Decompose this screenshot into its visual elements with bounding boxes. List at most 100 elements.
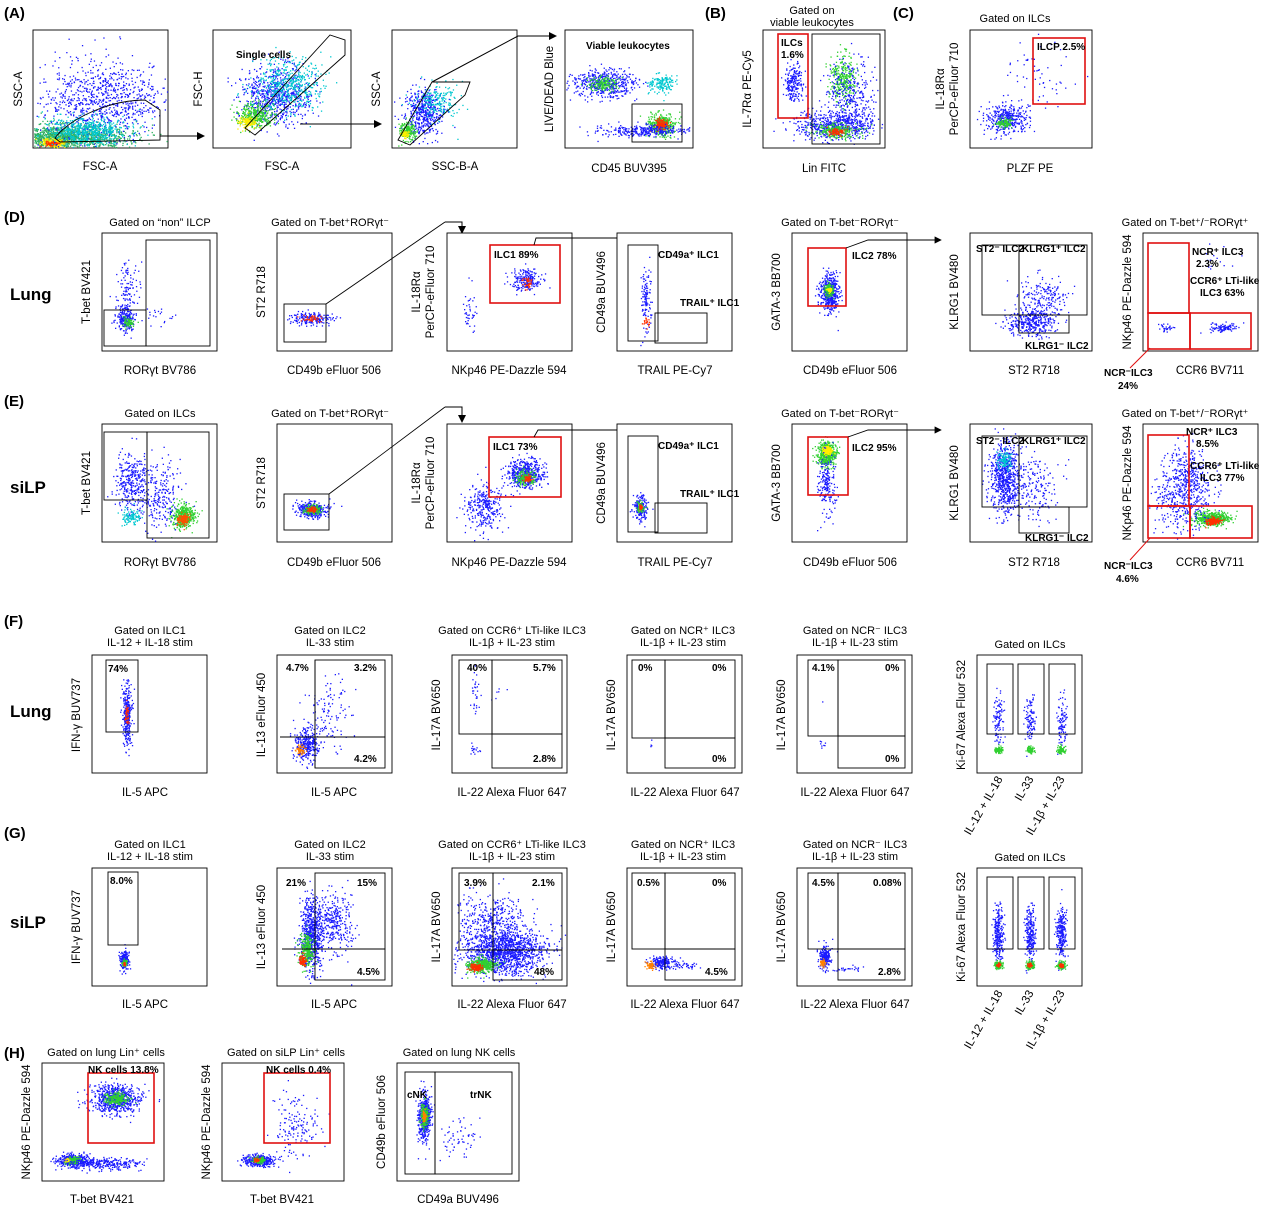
plot-a3: SSC-B-A SSC-A <box>371 30 517 173</box>
g1-ylabel: IFN-γ BUV737 <box>71 890 83 964</box>
plot-b-gate-label2: 1.6% <box>781 50 804 61</box>
e6-ylabel: KLRG1 BV480 <box>949 445 961 520</box>
f5-quad-ul: 4.1% <box>812 663 835 674</box>
g3-ylabel: IL-17A BV650 <box>431 892 443 963</box>
f5-quad-ur: 0% <box>885 663 900 674</box>
e2-xlabel: CD49b eFluor 506 <box>287 557 381 569</box>
plot-a4: Viable leukocytes CD45 BUV395 LIVE/DEAD … <box>544 30 693 175</box>
f1-xlabel: IL-5 APC <box>122 787 168 799</box>
e2-ylabel: ST2 R718 <box>256 457 268 509</box>
f6-cat-1: IL-33 <box>1013 775 1037 804</box>
g4-xlabel: IL-22 Alexa Fluor 647 <box>630 999 739 1011</box>
e3-ylabel2: PerCP-eFluor 710 <box>425 437 437 530</box>
f4-ylabel: IL-17A BV650 <box>606 680 618 751</box>
h2-title: Gated on siLP Lin⁺ cells <box>227 1047 346 1059</box>
f3-quad-ur: 5.7% <box>533 663 556 674</box>
plot-a3-ylabel: SSC-A <box>371 71 383 106</box>
f5-quad-lr: 0% <box>885 754 900 765</box>
f4-quad-ur: 0% <box>712 663 727 674</box>
g3-xlabel: IL-22 Alexa Fluor 647 <box>457 999 566 1011</box>
g4-ylabel: IL-17A BV650 <box>606 892 618 963</box>
d6-gate-c: KLRG1⁻ ILC2 <box>1025 341 1089 352</box>
e5-title: Gated on T-bet⁻RORγt⁻ <box>781 408 899 420</box>
h3-ylabel: CD49b eFluor 506 <box>376 1075 388 1169</box>
e4-gate-a: CD49a⁺ ILC1 <box>658 441 719 452</box>
d7-gate-a1: NCR⁺ ILC3 <box>1192 247 1244 258</box>
e3-ylabel1: IL-18Rα <box>411 462 423 504</box>
d7-gate-c2: 24% <box>1118 381 1138 392</box>
row-h: Gated on lung Lin⁺ cells NK cells 13.8% … <box>21 1047 519 1206</box>
plot-b-ylabel: IL-7Rα PE-Cy5 <box>742 50 754 128</box>
e6-gate-a: ST2⁻ ILC2 <box>976 436 1025 447</box>
e5-ylabel: GATA-3 BB700 <box>771 444 783 522</box>
plot-a1-ylabel: SSC-A <box>13 71 25 106</box>
d1-title: Gated on “non” ILCP <box>109 217 211 229</box>
e1-ylabel: T-bet BV421 <box>81 451 93 515</box>
e6-xlabel: ST2 R718 <box>1008 557 1060 569</box>
d6-xlabel: ST2 R718 <box>1008 365 1060 377</box>
panel-letter-d: (D) <box>4 209 25 226</box>
f3-ylabel: IL-17A BV650 <box>431 680 443 751</box>
panel-letter-f: (F) <box>4 613 23 630</box>
plot-a2-ylabel: FSC-H <box>193 71 205 106</box>
d5-ylabel: GATA-3 BB700 <box>771 253 783 331</box>
e7-ylabel: NKp46 PE-Dazzle 594 <box>1122 425 1134 541</box>
g2-ylabel: IL-13 eFluor 450 <box>256 885 268 969</box>
plot-c-xlabel: PLZF PE <box>1007 163 1054 175</box>
g5-quad-ul: 4.5% <box>812 878 835 889</box>
f2-quad-ul: 4.7% <box>286 663 309 674</box>
g1-title-b: IL-12 + IL-18 stim <box>107 851 193 863</box>
g6-cat-0: IL-12 + IL-18 <box>962 989 1005 1052</box>
d5-gate-label: ILC2 78% <box>852 251 897 262</box>
plot-b-title1: Gated on <box>789 5 834 17</box>
f4-quad-ul: 0% <box>638 663 653 674</box>
f2-quad-lr: 4.2% <box>354 754 377 765</box>
h2-ylabel: NKp46 PE-Dazzle 594 <box>201 1064 213 1180</box>
row-label-lung-d: Lung <box>10 285 52 304</box>
f5-title-b: IL-1β + IL-23 stim <box>812 637 898 649</box>
e7-gate-b1: CCR6⁺ LTi-like <box>1190 461 1260 472</box>
d2-title: Gated on T-bet⁺RORγt⁻ <box>271 217 389 229</box>
d7-xlabel: CCR6 BV711 <box>1176 365 1244 377</box>
d3-ylabel1: IL-18Rα <box>411 271 423 313</box>
row-label-lung-f: Lung <box>10 702 52 721</box>
f3-title-a: Gated on CCR6⁺ LTi-like ILC3 <box>438 625 586 637</box>
h2-xlabel: T-bet BV421 <box>250 1194 314 1206</box>
d7-gate-b1: CCR6⁺ LTi-like <box>1190 276 1260 287</box>
h2-gate: NK cells 0.4% <box>266 1065 331 1076</box>
e7-gate-c1: NCR⁻ILC3 <box>1104 561 1153 572</box>
plot-a3-xlabel: SSC-B-A <box>432 161 479 173</box>
panel-letter-b: (B) <box>705 5 726 22</box>
g5-xlabel: IL-22 Alexa Fluor 647 <box>800 999 909 1011</box>
g3-quad-ul: 3.9% <box>464 878 487 889</box>
e3-xlabel: NKp46 PE-Dazzle 594 <box>451 557 567 569</box>
row-label-silp-e: siLP <box>10 478 46 497</box>
g5-title-a: Gated on NCR⁻ ILC3 <box>803 839 907 851</box>
g2-quad-ur: 15% <box>357 878 377 889</box>
f6-title: Gated on ILCs <box>995 639 1066 651</box>
g4-title-a: Gated on NCR⁺ ILC3 <box>631 839 735 851</box>
e7-gate-a2: 8.5% <box>1196 439 1219 450</box>
e3-gate-label: ILC1 73% <box>493 442 538 453</box>
d7-title: Gated on T-bet⁺/⁻RORγt⁺ <box>1122 217 1249 229</box>
plot-a4-gate-label: Viable leukocytes <box>586 41 670 52</box>
g3-quad-ur: 2.1% <box>532 878 555 889</box>
panel-letter-h: (H) <box>4 1045 25 1062</box>
d4-gate-a: CD49a⁺ ILC1 <box>658 250 719 261</box>
e1-title: Gated on ILCs <box>125 408 196 420</box>
d5-title: Gated on T-bet⁻RORγt⁻ <box>781 217 899 229</box>
d2-ylabel: ST2 R718 <box>256 266 268 318</box>
e4-ylabel: CD49a BUV496 <box>596 442 608 524</box>
h1-xlabel: T-bet BV421 <box>70 1194 134 1206</box>
g2-xlabel: IL-5 APC <box>311 999 357 1011</box>
f3-quad-lr: 2.8% <box>533 754 556 765</box>
g5-title-b: IL-1β + IL-23 stim <box>812 851 898 863</box>
row-f: Gated on ILC1 IL-12 + IL-18 stim 74% IL-… <box>71 625 1082 837</box>
panel-letter-g: (G) <box>4 825 26 842</box>
row-e: Gated on ILCs RORγt BV786 T-bet BV421 Ga… <box>81 407 1260 585</box>
f2-ylabel: IL-13 eFluor 450 <box>256 673 268 757</box>
f4-xlabel: IL-22 Alexa Fluor 647 <box>630 787 739 799</box>
d4-ylabel: CD49a BUV496 <box>596 251 608 333</box>
e6-gate-c: KLRG1⁻ ILC2 <box>1025 533 1089 544</box>
